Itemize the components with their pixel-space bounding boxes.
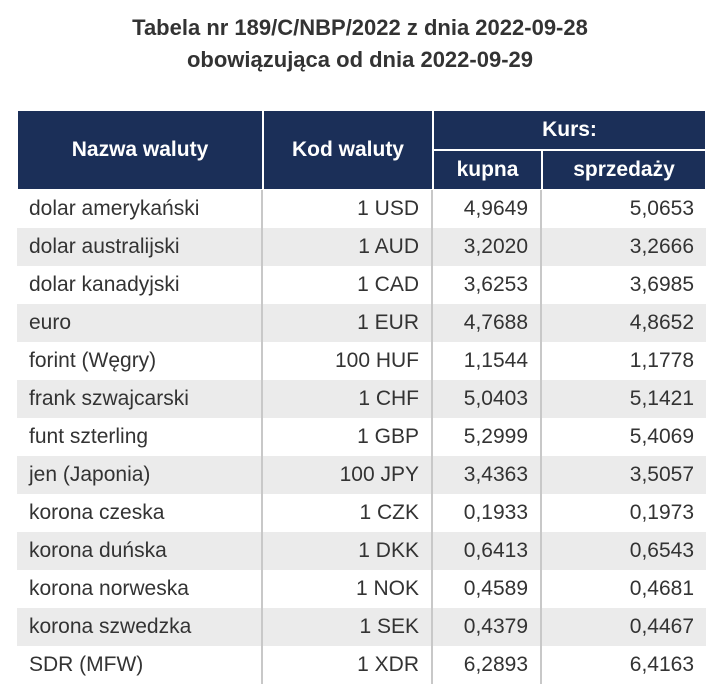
cell-sell: 3,6985 (629, 273, 694, 296)
cell-sell: 5,4069 (629, 425, 694, 448)
cell-sell: 6,4163 (629, 653, 694, 676)
cell-buy: 6,2893 (433, 646, 542, 684)
cell-name: SDR (MFW) (17, 646, 263, 684)
cell-name: funt szterling (17, 418, 263, 456)
cell-buy: 3,2020 (433, 228, 542, 266)
cell-sell: 0,4467 (542, 608, 706, 646)
table-row: korona duńska 1 DKK 0,6413 0,6543 (17, 532, 706, 570)
cell-buy: 0,1933 (433, 494, 542, 532)
cell-sell: 0,1973 (629, 501, 694, 524)
cell-name: korona czeska (17, 494, 263, 532)
table-row: korona norweska 1 NOK 0,4589 0,4681 (17, 570, 706, 608)
cell-name: dolar australijski (17, 228, 263, 266)
cell-code: 1 NOK (263, 570, 433, 608)
table-row: funt szterling 1 GBP 5,2999 5,4069 (17, 418, 706, 456)
table-row: dolar amerykański 1 USD 4,9649 5,0653 (17, 190, 706, 228)
header-code: Kod waluty (263, 110, 433, 190)
title-line-1: Tabela nr 189/C/NBP/2022 z dnia 2022-09-… (132, 15, 588, 40)
title-line-2: obowiązująca od dnia 2022-09-29 (186, 47, 533, 72)
cell-sell: 0,4681 (629, 577, 694, 600)
cell-code: 1 GBP (263, 418, 433, 456)
cell-buy: 4,7688 (433, 304, 542, 342)
cell-code: 1 CHF (263, 380, 433, 418)
table-row: euro 1 EUR 4,7688 4,8652 (17, 304, 706, 342)
cell-name: forint (Węgry) (17, 342, 263, 380)
cell-sell: 4,8652 (542, 304, 706, 342)
cell-sell: 0,6543 (542, 532, 706, 570)
cell-name: korona duńska (17, 532, 263, 570)
table-row: forint (Węgry) 100 HUF 1,1544 1,1778 (17, 342, 706, 380)
table-title: Tabela nr 189/C/NBP/2022 z dnia 2022-09-… (0, 0, 720, 76)
cell-code: 1 CZK (263, 494, 433, 532)
cell-sell: 5,0653 (629, 197, 694, 220)
cell-name: korona norweska (17, 570, 263, 608)
cell-code: 1 USD (263, 190, 433, 228)
cell-name: jen (Japonia) (17, 456, 263, 494)
cell-buy: 0,4379 (433, 608, 542, 646)
cell-code: 1 DKK (263, 532, 433, 570)
table-row: korona szwedzka 1 SEK 0,4379 0,4467 (17, 608, 706, 646)
cell-code: 1 EUR (263, 304, 433, 342)
cell-sell: 1,1778 (629, 349, 694, 372)
header-sell: sprzedaży (542, 150, 706, 190)
cell-sell: 3,5057 (542, 456, 706, 494)
cell-code: 1 CAD (263, 266, 433, 304)
cell-sell: 5,1421 (542, 380, 706, 418)
cell-name: korona szwedzka (17, 608, 263, 646)
table-row: dolar kanadyjski 1 CAD 3,6253 3,6985 (17, 266, 706, 304)
cell-buy: 1,1544 (433, 342, 542, 380)
cell-buy: 3,4363 (433, 456, 542, 494)
table-row: dolar australijski 1 AUD 3,2020 3,2666 (17, 228, 706, 266)
table-row: jen (Japonia) 100 JPY 3,4363 3,5057 (17, 456, 706, 494)
table-row: frank szwajcarski 1 CHF 5,0403 5,1421 (17, 380, 706, 418)
header-buy: kupna (433, 150, 542, 190)
cell-code: 100 JPY (263, 456, 433, 494)
table-row: korona czeska 1 CZK 0,1933 0,1973 (17, 494, 706, 532)
cell-name: dolar amerykański (17, 190, 263, 228)
cell-buy: 0,4589 (433, 570, 542, 608)
cell-buy: 3,6253 (433, 266, 542, 304)
table-row: SDR (MFW) 1 XDR 6,2893 6,4163 (17, 646, 706, 684)
cell-buy: 4,9649 (433, 190, 542, 228)
cell-buy: 0,6413 (433, 532, 542, 570)
cell-code: 1 AUD (263, 228, 433, 266)
cell-code: 1 SEK (263, 608, 433, 646)
cell-buy: 5,0403 (433, 380, 542, 418)
header-name: Nazwa waluty (17, 110, 263, 190)
cell-name: dolar kanadyjski (17, 266, 263, 304)
cell-name: frank szwajcarski (17, 380, 263, 418)
cell-code: 1 XDR (263, 646, 433, 684)
cell-sell: 3,2666 (542, 228, 706, 266)
exchange-rate-table: Nazwa waluty Kod waluty Kurs: kupna sprz… (17, 110, 706, 684)
cell-name: euro (17, 304, 263, 342)
header-rate: Kurs: (433, 110, 706, 150)
cell-buy: 5,2999 (433, 418, 542, 456)
cell-code: 100 HUF (263, 342, 433, 380)
